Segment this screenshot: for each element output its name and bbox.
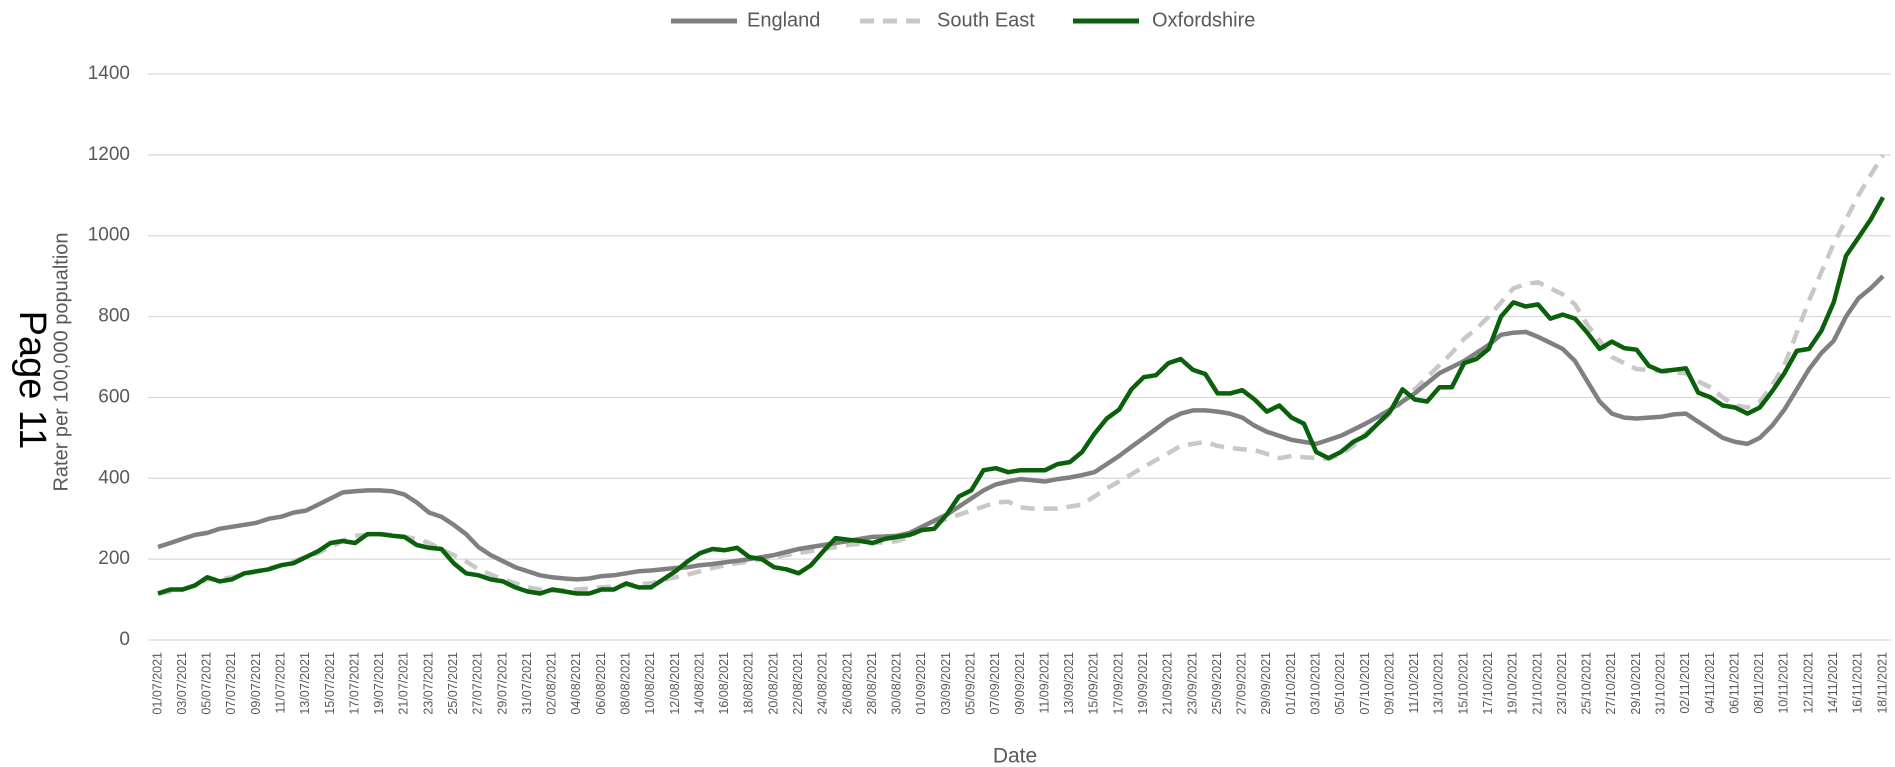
x-tick-label: 13/09/2021 bbox=[1062, 652, 1076, 715]
x-tick-label: 05/10/2021 bbox=[1333, 652, 1347, 715]
x-tick-label: 27/07/2021 bbox=[471, 652, 485, 715]
x-tick-label: 08/11/2021 bbox=[1752, 652, 1766, 714]
x-tick-label: 16/08/2021 bbox=[717, 652, 731, 715]
x-tick-label: 10/08/2021 bbox=[643, 652, 657, 715]
x-tick-label: 15/09/2021 bbox=[1087, 652, 1101, 715]
x-tick-label: 09/09/2021 bbox=[1013, 652, 1027, 715]
y-tick-label: 1400 bbox=[88, 63, 130, 84]
x-axis-title: Date bbox=[993, 745, 1037, 767]
x-tick-label: 10/11/2021 bbox=[1777, 652, 1791, 714]
x-tick-label: 31/10/2021 bbox=[1654, 652, 1668, 715]
x-tick-label: 11/10/2021 bbox=[1407, 652, 1421, 714]
x-tick-label: 25/07/2021 bbox=[446, 652, 460, 715]
x-tick-label: 23/09/2021 bbox=[1185, 652, 1199, 715]
x-tick-label: 29/10/2021 bbox=[1629, 652, 1643, 715]
x-tick-label: 20/08/2021 bbox=[766, 652, 780, 715]
x-tick-label: 24/08/2021 bbox=[816, 652, 830, 715]
y-tick-label: 400 bbox=[98, 467, 130, 488]
x-tick-label: 17/10/2021 bbox=[1481, 652, 1495, 715]
series-line bbox=[157, 274, 1885, 582]
x-tick-label: 14/08/2021 bbox=[692, 652, 706, 715]
y-tick-label: 1000 bbox=[88, 225, 130, 246]
y-axis-title: Rater per 100,000 popualtion bbox=[50, 232, 72, 491]
x-tick-label: 07/09/2021 bbox=[988, 652, 1002, 715]
x-tick-label: 19/10/2021 bbox=[1506, 652, 1520, 715]
x-tick-label: 07/10/2021 bbox=[1358, 652, 1372, 715]
legend-label: Oxfordshire bbox=[1152, 9, 1255, 31]
x-tick-label: 21/07/2021 bbox=[397, 652, 411, 715]
x-tick-label: 02/08/2021 bbox=[545, 652, 559, 715]
x-tick-label: 07/07/2021 bbox=[224, 652, 238, 715]
x-tick-label: 01/07/2021 bbox=[150, 652, 164, 715]
x-tick-label: 31/07/2021 bbox=[520, 652, 534, 715]
legend-label: England bbox=[747, 9, 820, 31]
y-tick-label: 600 bbox=[98, 386, 130, 407]
x-tick-label: 19/09/2021 bbox=[1136, 652, 1150, 715]
x-tick-label: 08/08/2021 bbox=[619, 652, 633, 715]
x-tick-label: 17/07/2021 bbox=[347, 652, 361, 715]
x-tick-label: 18/11/2021 bbox=[1875, 652, 1889, 714]
x-tick-label: 19/07/2021 bbox=[372, 652, 386, 715]
x-tick-label: 06/11/2021 bbox=[1727, 652, 1741, 714]
x-tick-label: 03/07/2021 bbox=[175, 652, 189, 715]
x-tick-label: 04/11/2021 bbox=[1703, 652, 1717, 714]
x-tick-label: 12/08/2021 bbox=[668, 652, 682, 715]
x-tick-label: 18/08/2021 bbox=[742, 652, 756, 715]
x-tick-label: 29/09/2021 bbox=[1259, 652, 1273, 715]
x-tick-label: 16/11/2021 bbox=[1851, 652, 1865, 714]
x-tick-label: 09/10/2021 bbox=[1382, 652, 1396, 715]
x-tick-label: 03/10/2021 bbox=[1309, 652, 1323, 715]
x-tick-label: 15/07/2021 bbox=[323, 652, 337, 715]
series-line bbox=[157, 153, 1885, 596]
x-tick-label: 04/08/2021 bbox=[569, 652, 583, 715]
x-tick-label: 25/09/2021 bbox=[1210, 652, 1224, 715]
x-tick-label: 21/10/2021 bbox=[1530, 652, 1544, 715]
y-tick-label: 200 bbox=[98, 548, 130, 569]
x-tick-label: 06/08/2021 bbox=[594, 652, 608, 715]
x-tick-label: 03/09/2021 bbox=[939, 652, 953, 715]
x-tick-label: 27/09/2021 bbox=[1235, 652, 1249, 715]
x-tick-label: 28/08/2021 bbox=[865, 652, 879, 715]
x-tick-label: 09/07/2021 bbox=[249, 652, 263, 715]
y-tick-label: 1200 bbox=[88, 144, 130, 165]
x-tick-label: 11/07/2021 bbox=[274, 652, 288, 714]
x-tick-label: 25/10/2021 bbox=[1580, 652, 1594, 715]
x-tick-label: 01/09/2021 bbox=[914, 652, 928, 715]
x-tick-label: 05/07/2021 bbox=[200, 652, 214, 715]
series-line bbox=[157, 196, 1885, 596]
page-label: Page 11 bbox=[11, 311, 53, 450]
x-tick-label: 21/09/2021 bbox=[1161, 652, 1175, 715]
legend-label: South East bbox=[937, 9, 1035, 31]
x-tick-label: 05/09/2021 bbox=[964, 652, 978, 715]
x-tick-label: 01/10/2021 bbox=[1284, 652, 1298, 715]
x-tick-label: 17/09/2021 bbox=[1111, 652, 1125, 715]
x-tick-label: 22/08/2021 bbox=[791, 652, 805, 715]
x-tick-label: 23/07/2021 bbox=[421, 652, 435, 715]
y-tick-label: 0 bbox=[119, 629, 130, 650]
x-tick-label: 14/11/2021 bbox=[1826, 652, 1840, 714]
x-tick-label: 30/08/2021 bbox=[890, 652, 904, 715]
x-tick-label: 12/11/2021 bbox=[1801, 652, 1815, 714]
x-tick-label: 27/10/2021 bbox=[1604, 652, 1618, 715]
x-tick-label: 13/07/2021 bbox=[298, 652, 312, 715]
x-tick-label: 15/10/2021 bbox=[1456, 652, 1470, 715]
x-tick-label: 02/11/2021 bbox=[1678, 652, 1692, 714]
x-tick-label: 11/09/2021 bbox=[1037, 652, 1051, 714]
x-tick-label: 29/07/2021 bbox=[495, 652, 509, 715]
y-tick-label: 800 bbox=[98, 306, 130, 327]
x-tick-label: 23/10/2021 bbox=[1555, 652, 1569, 715]
x-tick-label: 13/10/2021 bbox=[1432, 652, 1446, 715]
x-tick-label: 26/08/2021 bbox=[840, 652, 854, 715]
